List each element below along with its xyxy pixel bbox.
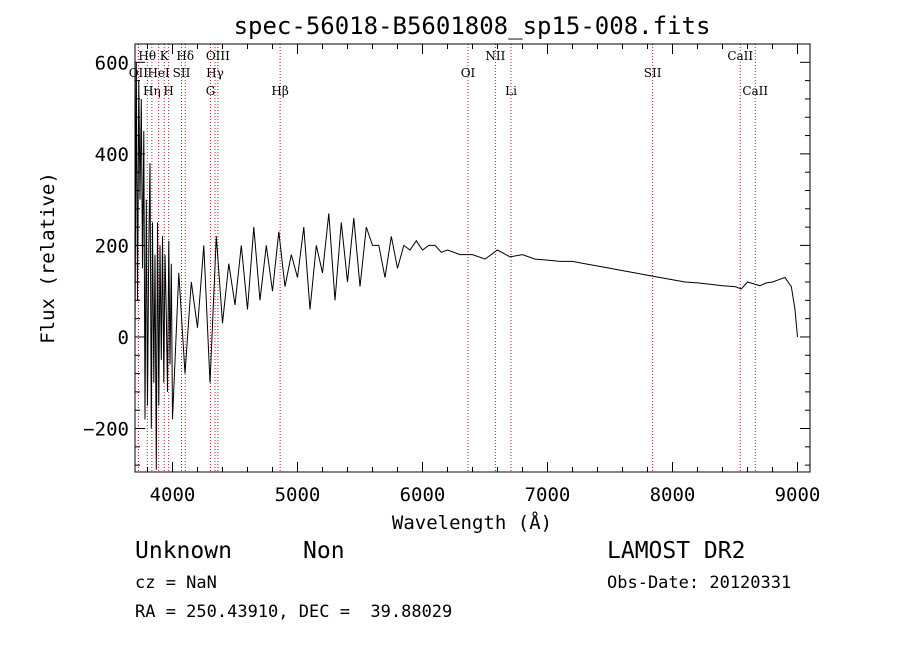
spectral-line-label: SII — [173, 66, 191, 80]
y-tick-label: −200 — [83, 419, 129, 441]
spectral-line-label: SII — [644, 66, 662, 80]
object-class: Unknown — [135, 538, 232, 564]
y-tick-label: 200 — [95, 235, 129, 257]
survey-name: LAMOST DR2 — [607, 538, 746, 564]
object-subclass: Non — [303, 538, 345, 564]
y-tick-label: 400 — [95, 144, 129, 166]
x-tick-label: 7000 — [525, 484, 571, 506]
spectral-line-label: OI — [461, 66, 476, 80]
x-tick-label: 4000 — [150, 484, 196, 506]
chart-title: spec-56018-B5601808_sp15-008.fits — [234, 12, 711, 40]
spectral-line-label: Hθ — [138, 49, 156, 63]
x-tick-label: 6000 — [400, 484, 446, 506]
ra-dec-coordinates: RA = 250.43910, DEC = 39.88029 — [135, 602, 453, 622]
redshift-cz: cz = NaN — [135, 573, 217, 593]
spectral-line-label: Li — [505, 84, 517, 98]
spectral-line-label: Hη — [143, 84, 161, 98]
x-tick-label: 8000 — [650, 484, 696, 506]
spectral-line-label: OII — [129, 66, 149, 80]
spectral-line-label: K — [160, 49, 170, 63]
spectral-line-label: H — [163, 84, 173, 98]
flux-series-line — [134, 62, 798, 470]
spectral-line-label: G — [206, 84, 216, 98]
x-axis-title: Wavelength (Å) — [392, 511, 552, 534]
spectral-line-label: Hδ — [176, 49, 194, 63]
axis-ticks: 4000 5000 6000 7000 8000 9000 −200 0 200 400 600 — [83, 43, 821, 506]
spectral-line-label: NII — [485, 49, 505, 63]
spectral-lines: OII Hθ Hη K H HeI Hδ SII G Hγ OIII Hβ OI NII Li SII CaII… — [129, 44, 768, 472]
spectral-line-label: Hβ — [271, 84, 288, 98]
spectral-line-label: CaII — [727, 49, 753, 63]
x-tick-label: 5000 — [275, 484, 321, 506]
spectral-line-label: OIII — [206, 49, 230, 63]
plot-frame — [134, 43, 811, 473]
spectral-line-label: HeI — [147, 66, 170, 80]
y-tick-label: 0 — [118, 327, 129, 349]
y-tick-label: 600 — [95, 52, 129, 74]
observation-date: Obs-Date: 20120331 — [607, 573, 792, 593]
spectral-line-label: CaII — [742, 84, 768, 98]
spectral-line-label: Hγ — [206, 66, 224, 80]
x-tick-label: 9000 — [775, 484, 821, 506]
y-axis-title: Flux (relative) — [37, 172, 59, 344]
